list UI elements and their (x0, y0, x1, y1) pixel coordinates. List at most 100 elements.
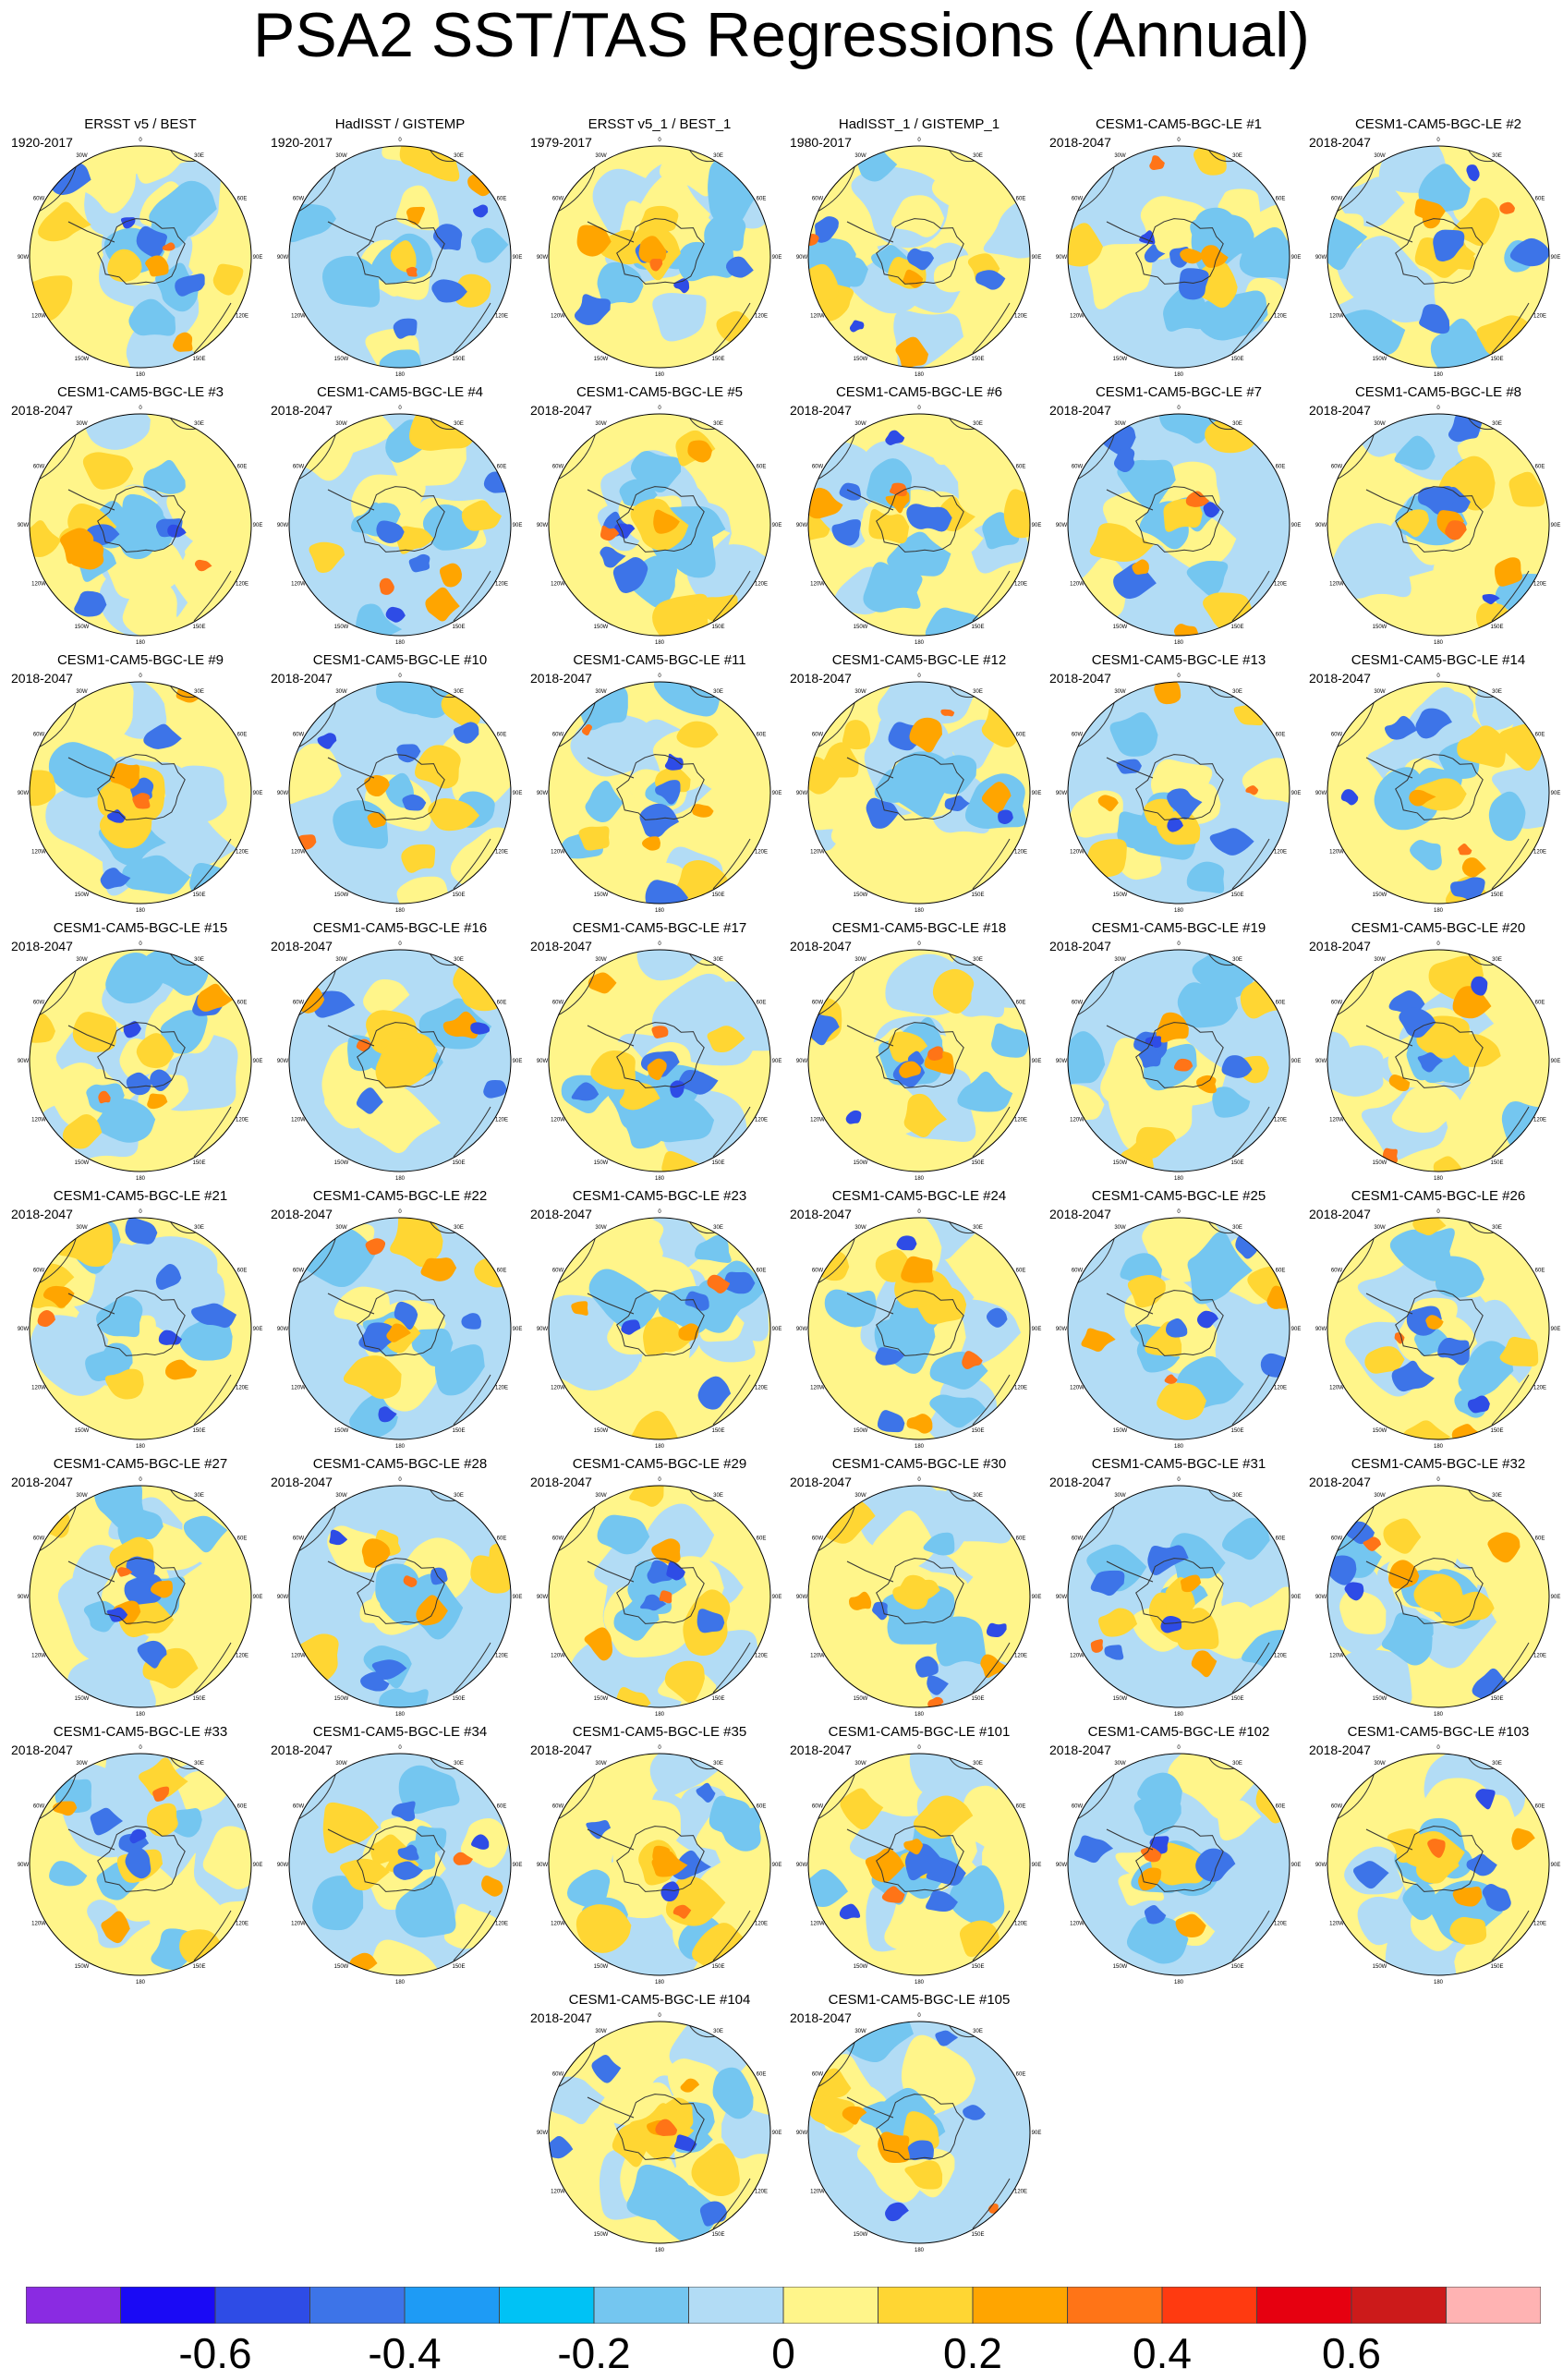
lon-label: 30W (335, 421, 347, 427)
antarctica-coastline (1395, 1558, 1484, 1624)
lon-label: 120E (755, 1118, 768, 1123)
map-panel: HadISST / GISTEMP 1920-2017 0 30E 60E 90E 120E… (271, 116, 529, 382)
polar-map: 0 30E 60E 90E 120E 150E 180 150W 120W 90W 60W 30W (537, 406, 782, 646)
lon-label: 150E (1230, 625, 1243, 630)
lon-label: 150E (971, 357, 984, 362)
lon-label: 180 (915, 2248, 925, 2253)
anomaly-region (30, 1013, 55, 1043)
lon-label: 120W (31, 1654, 46, 1659)
lon-label: 90E (1291, 523, 1302, 528)
lon-label: 180 (655, 2248, 665, 2253)
anomaly-region (1157, 1382, 1206, 1421)
anomaly-region (1154, 682, 1181, 705)
antarctica-coastline (1395, 1290, 1484, 1356)
lon-label: 60W (1072, 197, 1084, 202)
lon-label: 90W (277, 523, 289, 528)
lon-label: 0 (398, 138, 402, 143)
australia-coastline (712, 570, 751, 622)
peninsula-coastline (67, 757, 115, 779)
lon-label: 60E (237, 1536, 248, 1542)
anomaly-region (599, 229, 645, 265)
anomaly-region (600, 525, 620, 541)
anomaly-region (936, 1616, 987, 1667)
polar-map: 0 30E 60E 90E 120E 150E 180 150W 120W 90W 60W 30W (1056, 941, 1302, 1182)
polar-map: 0 30E 60E 90E 120E 150E 180 150W 120W 90W 60W 30W (1056, 1477, 1302, 1718)
anomaly-region (824, 1289, 878, 1328)
anomaly-region (1203, 502, 1220, 518)
map-panel: CESM1-CAM5-BGC-LE #4 2018-2047 0 30E 60E 90E 1… (271, 384, 529, 650)
lon-label: 90W (796, 1327, 808, 1332)
map-panel: CESM1-CAM5-BGC-LE #24 2018-2047 0 30E 60E 90E… (790, 1188, 1048, 1454)
lon-label: 120W (551, 1654, 565, 1659)
lon-label: 30W (595, 2029, 607, 2034)
australia-coastline (972, 302, 1011, 354)
panel-title: CESM1-CAM5-BGC-LE #1 (1095, 116, 1263, 132)
anomaly-region (1113, 447, 1135, 473)
lon-label: 120E (1533, 850, 1546, 856)
anomaly-region (107, 809, 126, 823)
anomaly-region (1418, 164, 1471, 213)
anomaly-region (569, 1640, 688, 1707)
lon-label: 150W (1373, 1160, 1387, 1166)
lon-label: 90W (1056, 1327, 1068, 1332)
colorbar-swatch (499, 2287, 595, 2324)
lon-label: 180 (915, 908, 925, 914)
lon-label: 0 (917, 2013, 921, 2019)
lon-label: 60W (293, 1269, 305, 1274)
anomaly-region (1003, 489, 1030, 539)
lon-label: 30W (1374, 689, 1386, 695)
polar-map: 0 30E 60E 90E 120E 150E 180 150W 120W 90W 60W 30W (277, 406, 523, 646)
polar-map: 0 30E 60E 90E 120E 150E 180 150W 120W 90W 60W 30W (1056, 406, 1302, 646)
anomaly-region (395, 526, 434, 554)
panel-period: 2018-2047 (1049, 135, 1111, 150)
anomaly-region (660, 1881, 680, 1902)
lon-label: 180 (395, 1444, 406, 1450)
lon-label: 120E (495, 1654, 508, 1659)
lon-label: 30E (194, 153, 204, 159)
lon-label: 150E (452, 1160, 465, 1166)
anomaly-region (1344, 1582, 1364, 1601)
lon-label: 0 (658, 406, 661, 411)
anomaly-region (136, 1033, 175, 1069)
anomaly-region (1247, 1262, 1290, 1310)
anomaly-region (670, 1080, 685, 1099)
lon-label: 150E (452, 625, 465, 630)
lon-label: 90W (796, 1595, 808, 1600)
lon-label: 90E (1291, 255, 1302, 261)
anomaly-region (1086, 839, 1127, 878)
map-panel: CESM1-CAM5-BGC-LE #25 2018-2047 0 30E 60E 90E… (1049, 1188, 1308, 1454)
antarctica-coastline (876, 1290, 964, 1356)
anomaly-region (426, 177, 478, 228)
australia-coastline (193, 1106, 232, 1158)
anomaly-region (1327, 1555, 1357, 1585)
lon-label: 90W (1315, 791, 1327, 796)
anomaly-region (615, 1686, 651, 1707)
lon-label: 150E (711, 1964, 724, 1970)
lon-label: 60E (497, 465, 507, 470)
anomaly-region (127, 504, 175, 552)
lon-label: 90E (513, 255, 523, 261)
peninsula-coastline (846, 489, 894, 511)
anomaly-region (1200, 245, 1229, 268)
lon-label: 90W (18, 1327, 30, 1332)
colorbar-swatch (1351, 2287, 1447, 2324)
lon-label: 90E (1551, 523, 1561, 528)
lon-label: 30E (454, 689, 464, 695)
lon-label: 180 (1174, 1176, 1184, 1182)
anomaly-region (944, 795, 970, 812)
lon-label: 90E (772, 255, 782, 261)
anomaly-region (1138, 1867, 1162, 1891)
anomaly-region (42, 1285, 75, 1308)
lon-label: 90W (1056, 1059, 1068, 1064)
lon-label: 180 (915, 1176, 925, 1182)
panel-title: CESM1-CAM5-BGC-LE #35 (572, 1724, 747, 1740)
anomaly-region (652, 1845, 671, 1867)
anomaly-region (909, 717, 942, 753)
lon-label: 150E (1490, 625, 1503, 630)
peninsula-coastline (587, 2096, 635, 2119)
panel-period: 2018-2047 (790, 1207, 852, 1221)
lon-label: 180 (395, 908, 406, 914)
antarctica-coastline (616, 218, 705, 285)
panel-period: 1979-2017 (530, 135, 592, 150)
anomaly-region (1127, 1274, 1166, 1308)
